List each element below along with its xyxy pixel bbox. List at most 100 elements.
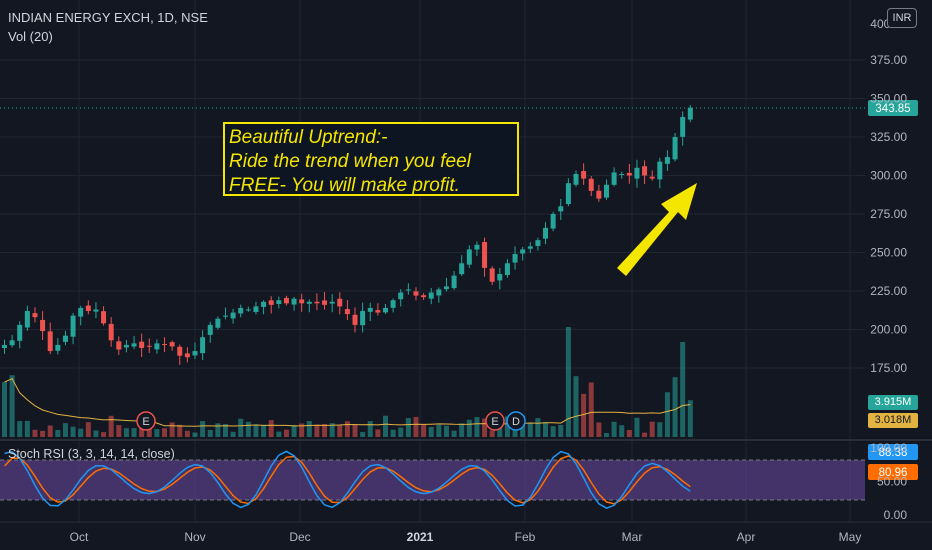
volume-bar — [2, 382, 7, 437]
candle-body — [253, 306, 259, 313]
volume-bar — [306, 421, 312, 437]
event-marker-label: E — [491, 416, 498, 428]
volume-bar — [123, 428, 129, 437]
candle-body — [177, 346, 183, 356]
rsi-tick-label: 50.00 — [877, 475, 907, 489]
event-marker-icon[interactable] — [485, 411, 505, 431]
candle-body — [291, 298, 297, 305]
volume-bar — [482, 418, 488, 437]
candle-body — [85, 305, 91, 312]
candle-body — [192, 351, 198, 356]
candle-body — [581, 171, 587, 179]
volume-bar — [215, 423, 221, 437]
event-marker-icon[interactable] — [506, 411, 526, 431]
symbol-title[interactable]: INDIAN ENERGY EXCH, 1D, NSE — [8, 10, 208, 25]
volume-bar — [443, 425, 449, 437]
candle-body — [360, 311, 366, 326]
candle-body — [146, 345, 152, 347]
candle-body — [512, 254, 518, 263]
volume-bar — [32, 429, 38, 437]
volume-bar — [581, 393, 587, 437]
candle-body — [390, 300, 396, 308]
volume-bar — [489, 430, 495, 437]
volume-bar — [24, 420, 30, 437]
volume-bar — [162, 428, 168, 437]
volume-bar — [40, 430, 46, 437]
volume-bar — [222, 424, 228, 437]
candle-body — [642, 166, 648, 176]
candle-body — [687, 107, 693, 120]
time-axis-label: Mar — [622, 530, 643, 544]
volume-bar — [184, 430, 190, 437]
event-marker-label: E — [142, 416, 149, 428]
volume-title[interactable]: Vol (20) — [8, 29, 53, 44]
volume-bar — [108, 415, 114, 437]
candle-body — [17, 324, 23, 341]
time-axis-label: Apr — [737, 530, 756, 544]
volume-bar — [573, 376, 579, 437]
volume-bar — [276, 431, 282, 437]
candle-body — [504, 263, 510, 275]
candle-body — [596, 190, 602, 199]
volume-bar — [466, 419, 472, 437]
candle-body — [238, 307, 244, 314]
volume-bar — [314, 424, 320, 437]
volume-bar — [428, 427, 434, 437]
candle-body — [535, 240, 541, 246]
candle-body — [626, 172, 632, 176]
volume-bar — [230, 431, 236, 437]
candle-body — [619, 173, 625, 175]
volume-bars — [2, 327, 693, 437]
stoch-rsi-pane: 88.38 80.96 — [0, 444, 918, 510]
annotation-line-1: Beautiful Uptrend:- — [229, 127, 388, 148]
volume-bar — [664, 392, 670, 437]
volume-bar — [626, 429, 632, 437]
event-marker-icon[interactable] — [136, 411, 156, 431]
candle-body — [497, 274, 503, 281]
candle-body — [459, 263, 465, 275]
candle-body — [375, 310, 381, 313]
volume-bar — [375, 429, 381, 437]
candle-body — [421, 295, 427, 298]
volume-bar — [680, 342, 686, 437]
volume-bar — [588, 382, 594, 437]
rsi-k-tag: 88.38 — [879, 447, 908, 459]
candle-body — [314, 301, 320, 304]
volume-bar — [207, 429, 213, 437]
volume-bar — [390, 429, 396, 437]
rsi-d-tag: 80.96 — [879, 467, 908, 479]
volume-bar — [421, 424, 427, 437]
annotation-line-2: Ride the trend when you feel — [229, 151, 471, 172]
candle-body — [116, 341, 122, 350]
volume-bar — [291, 425, 297, 437]
volume-bar — [512, 428, 518, 437]
candle-body — [337, 298, 343, 307]
candle-body — [62, 335, 68, 342]
candle-body — [230, 312, 236, 319]
candle-body — [184, 353, 190, 358]
volume-bar — [459, 423, 465, 437]
currency-badge[interactable]: INR — [887, 8, 917, 28]
volume-bar — [337, 425, 343, 437]
volume-bar — [154, 429, 160, 437]
candle-body — [261, 301, 267, 307]
annotation-box[interactable]: Beautiful Uptrend:- Ride the trend when … — [223, 122, 519, 196]
candle-body — [40, 319, 46, 332]
candle-body — [215, 318, 221, 328]
chart-legend: INDIAN ENERGY EXCH, 1D, NSE Vol (20) — [8, 8, 208, 46]
volume-bar — [85, 422, 91, 437]
price-tick-label: 375.00 — [870, 53, 907, 67]
candle-body — [543, 227, 549, 239]
volume-bar — [322, 424, 328, 437]
candle-body — [634, 167, 640, 179]
price-tick-label: 250.00 — [870, 246, 907, 260]
volume-bar — [687, 400, 693, 437]
volume-bar — [398, 427, 404, 437]
volume-bar — [413, 416, 419, 437]
stoch-rsi-title[interactable]: Stoch RSI (3, 3, 14, 14, close) — [8, 447, 175, 461]
volume-bar — [550, 426, 556, 437]
volume-bar — [497, 428, 503, 437]
volume-bar — [17, 421, 23, 437]
